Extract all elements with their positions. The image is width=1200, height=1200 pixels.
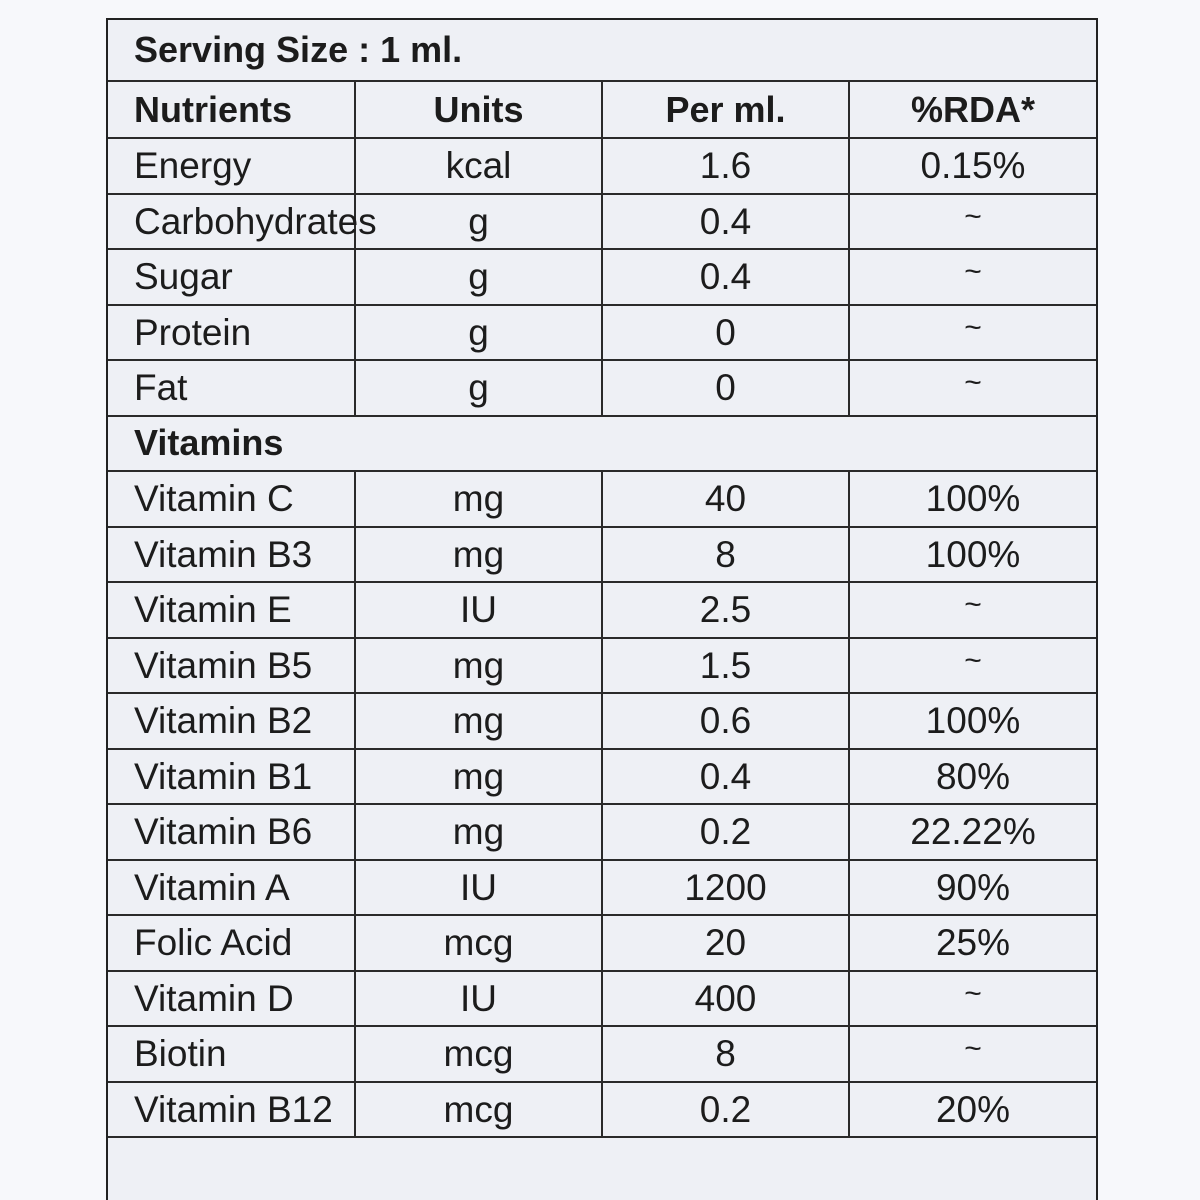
vitamin-per-ml: 8 [601,525,850,583]
table-row: Sugar g 0.4 ~ [108,248,1096,306]
vitamin-name: Vitamin B12 [108,1080,356,1138]
table-row: Vitamin B12 mcg 0.2 20% [108,1080,1096,1138]
vitamin-name: Vitamin B2 [108,692,356,750]
vitamin-rda: 100% [848,692,1096,750]
nutrient-rda: ~ [964,366,982,400]
nutrient-name: Fat [108,359,356,417]
table-row: Vitamin B1 mg 0.4 80% [108,747,1096,805]
vitamin-rda: ~ [964,588,982,622]
table-row: Vitamin B3 mg 8 100% [108,525,1096,583]
cutoff-cell [108,1136,1096,1160]
nutrient-per-ml: 1.6 [601,137,850,195]
vitamin-per-ml: 1.5 [601,636,850,694]
vitamin-rda: 20% [848,1080,1096,1138]
vitamin-unit: mcg [354,914,603,972]
nutrient-per-ml: 0 [601,303,850,361]
table-row: Folic Acid mcg 20 25% [108,914,1096,972]
nutrient-name: Protein [108,303,356,361]
vitamin-name: Vitamin B5 [108,636,356,694]
vitamin-unit: IU [354,969,603,1027]
vitamin-per-ml: 400 [601,969,850,1027]
vitamin-per-ml: 0.2 [601,803,850,861]
vitamin-name: Biotin [108,1025,356,1083]
vitamin-unit: IU [354,858,603,916]
vitamin-rda: 100% [848,525,1096,583]
table-row: Energy kcal 1.6 0.15% [108,137,1096,195]
table-row: Vitamin B5 mg 1.5 ~ [108,636,1096,694]
table-row: Vitamin A IU 1200 90% [108,858,1096,916]
nutrient-rda: 0.15% [848,137,1096,195]
header-units: Units [354,80,603,139]
nutrient-per-ml: 0 [601,359,850,417]
serving-size-row: Serving Size : 1 ml. [108,20,1096,82]
vitamin-per-ml: 0.2 [601,1080,850,1138]
nutrient-per-ml: 0.4 [601,192,850,250]
nutrient-rda: ~ [964,199,982,233]
vitamin-per-ml: 8 [601,1025,850,1083]
vitamin-unit: IU [354,581,603,639]
vitamins-heading: Vitamins [108,414,1096,472]
nutrient-unit: kcal [354,137,603,195]
header-per-ml: Per ml. [601,80,850,139]
vitamin-unit: mg [354,692,603,750]
vitamins-section-row: Vitamins [108,414,1096,472]
vitamin-per-ml: 1200 [601,858,850,916]
vitamin-unit: mg [354,747,603,805]
table-row: Protein g 0 ~ [108,303,1096,361]
nutrient-rda: ~ [964,255,982,289]
vitamin-rda: ~ [964,1032,982,1066]
vitamin-unit: mcg [354,1025,603,1083]
nutrition-table: Serving Size : 1 ml. Nutrients Units Per… [108,20,1096,1160]
nutrient-name: Energy [108,137,356,195]
vitamin-per-ml: 0.6 [601,692,850,750]
vitamin-name: Vitamin B3 [108,525,356,583]
table-row: Fat g 0 ~ [108,359,1096,417]
vitamin-rda: 90% [848,858,1096,916]
nutrient-unit: g [354,303,603,361]
vitamin-unit: mg [354,470,603,528]
serving-size: Serving Size : 1 ml. [108,20,1096,82]
vitamin-rda: 22.22% [848,803,1096,861]
table-row: Vitamin B2 mg 0.6 100% [108,692,1096,750]
vitamin-unit: mg [354,636,603,694]
nutrient-name: Carbohydrates [108,192,377,250]
vitamin-per-ml: 2.5 [601,581,850,639]
vitamin-name: Vitamin B1 [108,747,356,805]
vitamin-rda: 80% [848,747,1096,805]
vitamin-unit: mg [354,803,603,861]
table-row-cutoff [108,1136,1096,1160]
vitamin-name: Vitamin D [108,969,356,1027]
table-header-row: Nutrients Units Per ml. %RDA* [108,80,1096,139]
table-row: Vitamin C mg 40 100% [108,470,1096,528]
nutrient-name: Sugar [108,248,356,306]
nutrient-rda: ~ [964,310,982,344]
vitamin-name: Vitamin E [108,581,356,639]
vitamin-unit: mg [354,525,603,583]
header-rda: %RDA* [848,80,1096,139]
vitamin-name: Vitamin C [108,470,356,528]
table-row: Vitamin E IU 2.5 ~ [108,581,1096,639]
vitamin-per-ml: 20 [601,914,850,972]
nutrition-label: Serving Size : 1 ml. Nutrients Units Per… [106,18,1098,1200]
nutrient-per-ml: 0.4 [601,248,850,306]
vitamin-per-ml: 0.4 [601,747,850,805]
nutrient-unit: g [354,359,603,417]
table-row: Biotin mcg 8 ~ [108,1025,1096,1083]
vitamin-per-ml: 40 [601,470,850,528]
nutrient-unit: g [354,248,603,306]
vitamin-rda: 25% [848,914,1096,972]
vitamin-rda: ~ [964,976,982,1010]
table-row: Carbohydrates g 0.4 ~ [108,192,1096,250]
table-row: Vitamin B6 mg 0.2 22.22% [108,803,1096,861]
vitamin-name: Vitamin B6 [108,803,356,861]
nutrient-unit: g [354,192,603,250]
vitamin-rda: 100% [848,470,1096,528]
vitamin-rda: ~ [964,643,982,677]
table-row: Vitamin D IU 400 ~ [108,969,1096,1027]
vitamin-unit: mcg [354,1080,603,1138]
header-nutrients: Nutrients [108,80,356,139]
vitamin-name: Folic Acid [108,914,356,972]
vitamin-name: Vitamin A [108,858,356,916]
